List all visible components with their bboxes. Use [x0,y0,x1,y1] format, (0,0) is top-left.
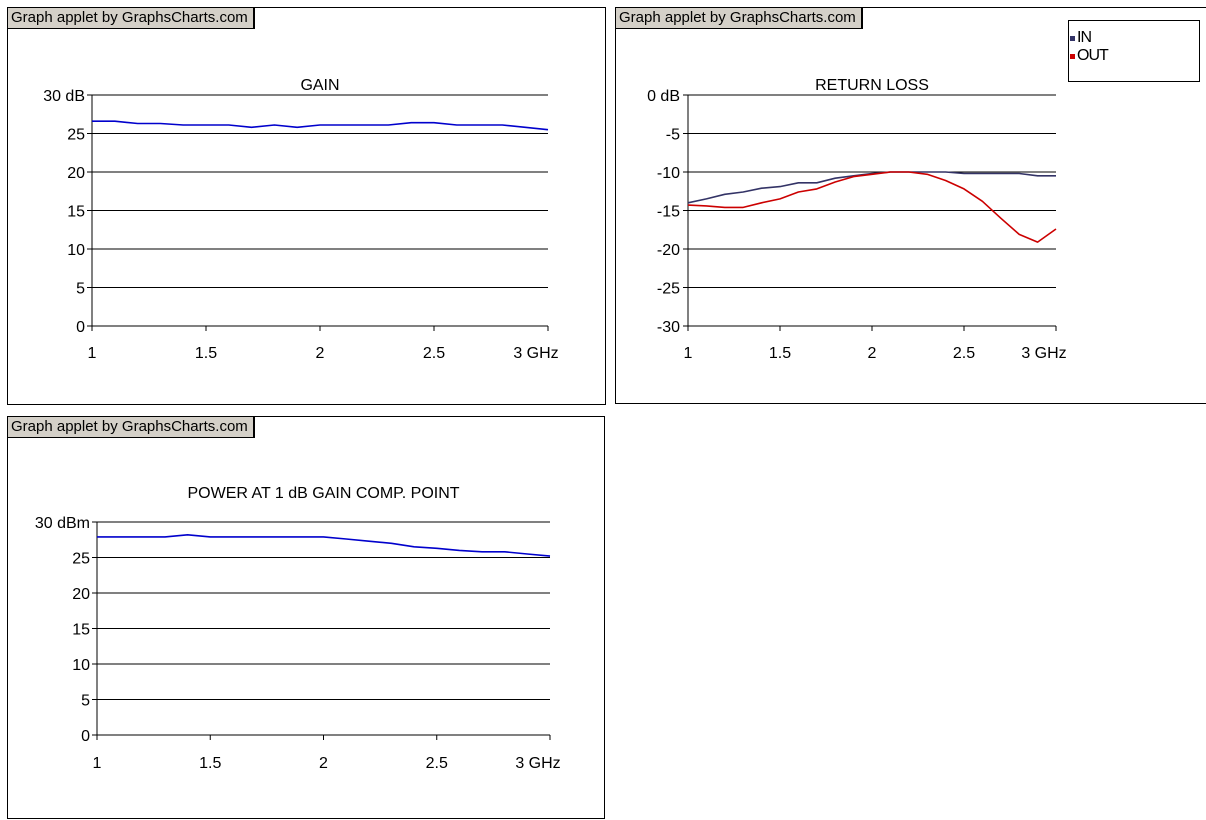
x-tick-label: 2.5 [953,345,975,362]
credit-label: Graph applet by GraphsCharts.com [7,7,255,29]
x-tick-label: 3 GHz [515,755,560,772]
x-tick-label: 1.5 [199,755,221,772]
y-tick-label: -5 [666,127,680,144]
power-chart: 0 5 10 15 20 25 30 dBm 1 1.5 2 2.5 3 GHz POWER AT 1 … [35,485,561,772]
legend-label-out: OUT [1077,47,1109,64]
series-line-out [687,171,1057,243]
credit-label: Graph applet by GraphsCharts.com [7,416,255,438]
x-tick-label: 2.5 [423,345,445,362]
x-tick-label: 3 GHz [1021,345,1066,362]
x-tick-label: 3 GHz [513,345,558,362]
gain-chart-panel: Graph applet by GraphsCharts.com 0 5 10 15 2… [7,7,606,405]
y-tick-label: 30 dB [43,88,85,105]
y-tick-label: 25 [72,551,90,568]
series-line-0 [97,534,551,557]
series-line-in [687,171,1056,204]
return-loss-chart-panel: Graph applet by GraphsCharts.com -30 -25-… [615,7,1206,404]
y-tick-label: 15 [72,622,90,639]
y-tick-label: 0 [81,728,90,745]
legend-item-in: IN [1070,29,1199,47]
x-tick-label: 1.5 [769,345,791,362]
chart-title: RETURN LOSS [815,77,929,94]
credit-label: Graph applet by GraphsCharts.com [615,7,863,29]
x-tick-label: 2 [868,345,877,362]
y-tick-label: 25 [67,127,85,144]
y-tick-label: -10 [657,165,680,182]
y-tick-label: 10 [72,657,90,674]
x-tick-label: 1 [684,345,693,362]
y-tick-label: 15 [67,204,85,221]
y-tick-label: -15 [657,204,680,221]
y-tick-label: -20 [657,242,680,259]
legend: IN OUT [1068,20,1200,82]
y-tick-label: 20 [72,586,90,603]
y-tick-label: 0 dB [647,88,680,105]
legend-label-in: IN [1077,29,1092,46]
x-tick-label: 2.5 [426,755,448,772]
return-loss-chart: -30 -25 -20 -15 -10 -5 0 dB 1 1.5 2 2.5 3 GHz RETURN… [647,77,1067,362]
power-chart-panel: Graph applet by GraphsCharts.com 0 5 10 15 2… [7,416,605,819]
y-tick-label: -30 [657,319,680,336]
legend-item-out: OUT [1070,47,1199,65]
y-tick-label: 30 dBm [35,515,90,532]
y-tick-label: 10 [67,242,85,259]
y-tick-label: 0 [76,319,85,336]
x-tick-label: 2 [319,755,328,772]
x-tick-label: 2 [316,345,325,362]
y-tick-label: 5 [76,281,85,298]
gain-chart: 0 5 10 15 20 25 30 dB 1 1.5 2 2.5 3 GHz GAIN [43,77,558,362]
chart-title: POWER AT 1 dB GAIN COMP. POINT [187,485,459,502]
y-tick-label: 20 [67,165,85,182]
legend-swatch-out [1070,53,1075,59]
x-tick-label: 1 [93,755,102,772]
legend-swatch-in [1070,35,1075,41]
x-tick-label: 1 [88,345,97,362]
y-tick-label: -25 [657,281,680,298]
series-line-0 [92,120,549,131]
chart-title: GAIN [300,77,339,94]
x-tick-label: 1.5 [195,345,217,362]
y-tick-label: 5 [81,693,90,710]
